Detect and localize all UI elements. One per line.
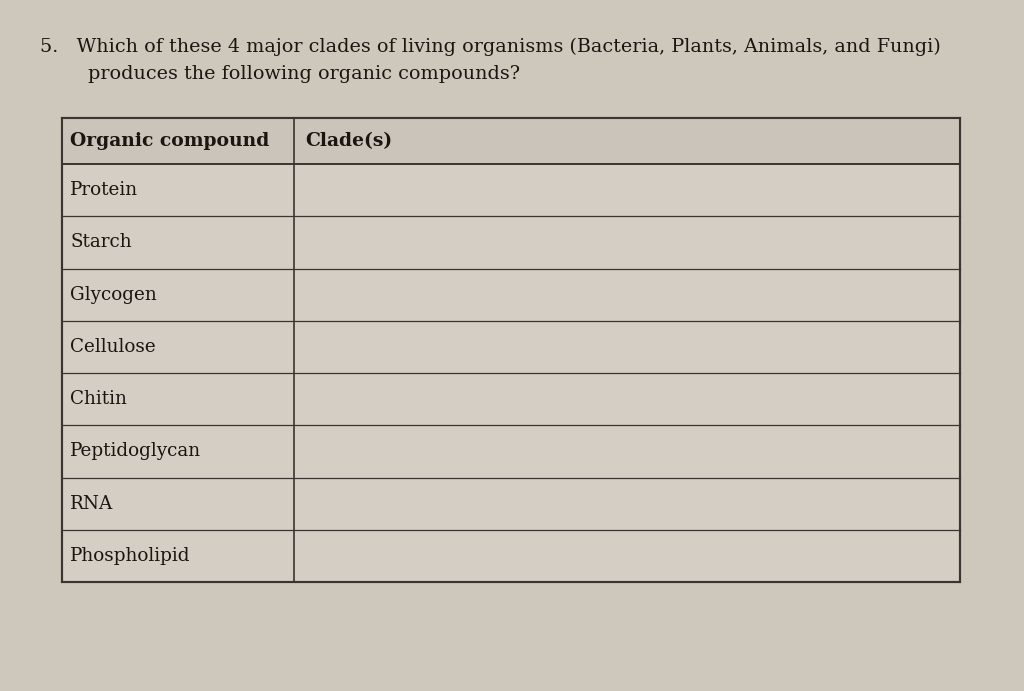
Text: Organic compound: Organic compound — [70, 132, 269, 150]
Text: Phospholipid: Phospholipid — [70, 547, 190, 565]
Text: produces the following organic compounds?: produces the following organic compounds… — [88, 65, 520, 83]
Text: Clade(s): Clade(s) — [306, 132, 393, 150]
Text: Glycogen: Glycogen — [70, 285, 157, 303]
Text: Cellulose: Cellulose — [70, 338, 156, 356]
Bar — [62, 118, 961, 582]
Text: Chitin: Chitin — [70, 390, 127, 408]
Text: Starch: Starch — [70, 234, 132, 252]
Text: Peptidoglycan: Peptidoglycan — [70, 442, 201, 460]
Bar — [62, 118, 961, 164]
Text: 5.   Which of these 4 major clades of living organisms (Bacteria, Plants, Animal: 5. Which of these 4 major clades of livi… — [40, 38, 941, 56]
Text: RNA: RNA — [70, 495, 114, 513]
Text: Protein: Protein — [70, 181, 138, 199]
